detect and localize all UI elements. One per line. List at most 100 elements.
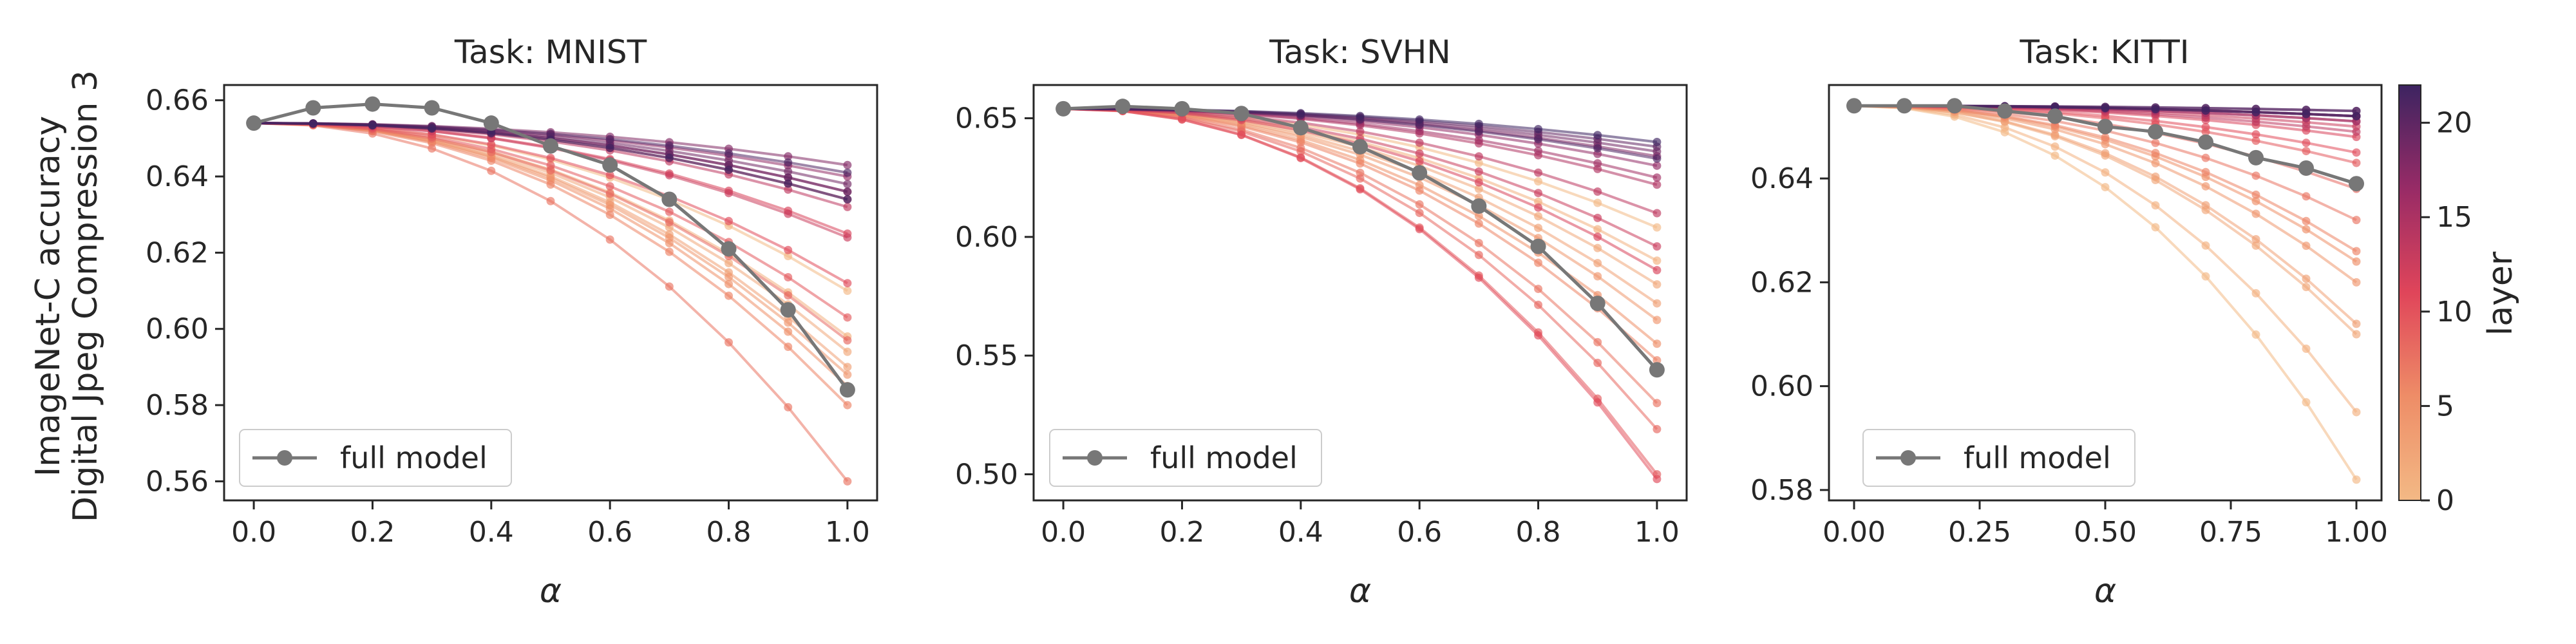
layer-point [784, 342, 793, 351]
layer-point [2151, 172, 2160, 181]
plot-area: 0.0 0.2 0.4 0.6 0.8 1.0 0.50 0.55 0.60 0.65 [955, 99, 1680, 549]
layer-point [665, 282, 674, 291]
layer-point [1474, 178, 1483, 187]
y-tick-label: 0.60 [955, 221, 1018, 254]
legend-label: full model [1150, 440, 1298, 475]
layer-point [546, 161, 555, 170]
full-model-point [1352, 138, 1368, 155]
layer-point [1534, 197, 1543, 206]
layer-point [665, 247, 674, 256]
full-model-point [721, 241, 737, 257]
layer-point [724, 279, 734, 289]
layer-point [605, 171, 614, 180]
layer-point [1296, 147, 1305, 156]
layer-point [843, 313, 852, 322]
layer-point [1356, 185, 1365, 194]
layer-point [1653, 161, 1662, 170]
x-tick-label: 0.6 [587, 516, 632, 549]
layer-point [2251, 171, 2260, 180]
full-model-point [1471, 198, 1487, 214]
layer-point [2101, 104, 2110, 113]
layer-point [724, 149, 734, 158]
colorbar-tick-label: 10 [2436, 296, 2472, 328]
layer-point [784, 327, 793, 336]
layer-point [2352, 158, 2361, 167]
layer-point [1593, 272, 1602, 281]
layer-point [1653, 339, 1662, 348]
layer-point [1593, 213, 1602, 222]
layer-point [843, 477, 852, 486]
layer-point [2352, 111, 2361, 120]
legend-box [1862, 429, 2136, 487]
layer-point [1415, 186, 1424, 195]
legend-box [1049, 429, 1322, 487]
colorbar: 0 5 10 15 20 layer [2398, 84, 2520, 517]
layer-point [2151, 138, 2160, 147]
layer-point [308, 119, 317, 128]
layer-point [2151, 223, 2160, 232]
layer-point [784, 273, 793, 282]
y-tick-label: 0.56 [146, 465, 209, 498]
full-model-point [1412, 165, 1428, 181]
full-model-point [305, 100, 321, 116]
layer-point [1356, 127, 1365, 136]
layer-point [784, 209, 793, 218]
layer-point [2201, 241, 2210, 250]
panel-mnist: Task: MNIST 0.0 0.2 0.4 0.6 0.8 1.00.560.580.… [146, 33, 878, 611]
layer-point [1534, 168, 1543, 177]
layer-point [1177, 115, 1186, 124]
layer-point [2101, 183, 2110, 192]
layer-point [843, 233, 852, 242]
layer-point [2251, 330, 2260, 339]
layer-point [665, 207, 674, 216]
layer-point [1653, 280, 1662, 289]
full-model-point [365, 96, 381, 112]
layer-point [2251, 235, 2260, 244]
layer-point [1534, 146, 1543, 155]
layer-point [605, 189, 614, 198]
layer-point [1653, 399, 1662, 408]
layer-point [2302, 138, 2311, 147]
layer-point [1474, 127, 1483, 136]
colorbar-tick-label: 15 [2436, 201, 2472, 234]
layer-point [1534, 331, 1543, 340]
legend: full model [1862, 429, 2136, 487]
layer-point [1237, 131, 1246, 140]
colorbar-tick-label: 20 [2436, 107, 2472, 140]
layer-point [2352, 257, 2361, 266]
layer-point [1474, 167, 1483, 176]
full-model-point [1947, 98, 1962, 114]
layer-point [2251, 196, 2260, 205]
full-model-point [780, 302, 796, 318]
layer-point [665, 171, 674, 180]
layer-point [2302, 225, 2311, 234]
layer-point [1356, 111, 1365, 120]
layer-point [1653, 154, 1662, 163]
layer-point [2251, 130, 2260, 139]
layer-point [2251, 137, 2260, 146]
layer-point [1593, 225, 1602, 234]
layer-point [784, 173, 793, 182]
layer-point [1296, 109, 1305, 118]
layer-point [1534, 135, 1543, 144]
layer-point [2302, 345, 2311, 354]
y-tick-label: 0.55 [955, 339, 1018, 372]
x-axis-label: α [1349, 572, 1371, 611]
legend-dot-marker [277, 450, 292, 466]
layer-point [2352, 319, 2361, 328]
layer-point [784, 158, 793, 167]
layer-point [784, 318, 793, 327]
layer-point [1653, 424, 1662, 433]
legend-dot-marker [1087, 450, 1103, 466]
layer-point [2352, 216, 2361, 225]
layer-point [2201, 167, 2210, 176]
full-model-point [1530, 238, 1546, 254]
layer-point [724, 338, 734, 347]
full-model-point [1174, 100, 1190, 117]
full-model-point [1056, 100, 1072, 117]
x-tick-label: 0.00 [1823, 516, 1886, 549]
x-tick-label: 0.8 [1516, 516, 1561, 549]
layer-point [843, 347, 852, 356]
legend: full model [239, 429, 512, 487]
full-model-point [246, 115, 262, 131]
